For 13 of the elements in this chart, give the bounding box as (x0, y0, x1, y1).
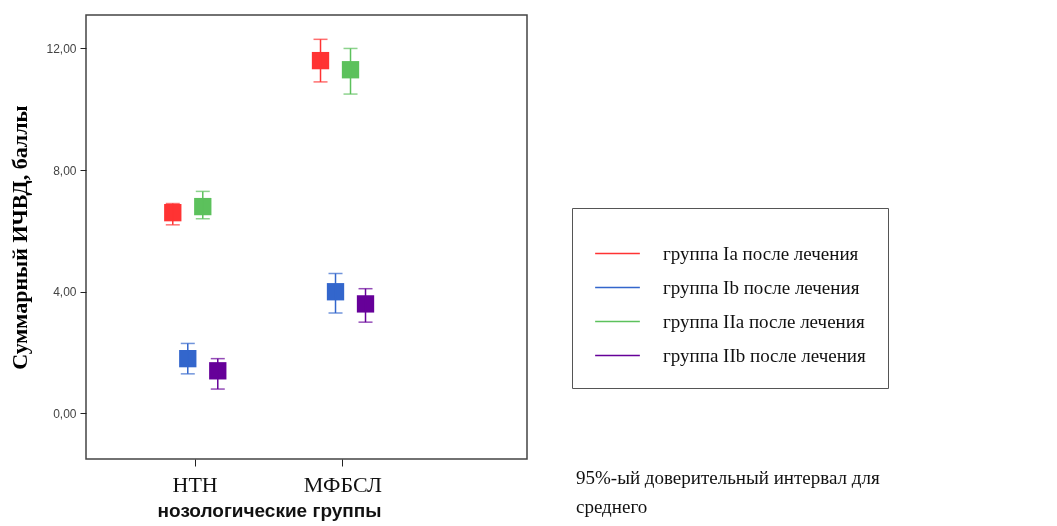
y-tick-label: 0,00 (53, 406, 77, 421)
legend-label: группа Ia после лечения (663, 242, 859, 264)
y-axis-title: Суммарный ИЧВД, баллы (7, 105, 33, 370)
legend-label: группа IIa после лечения (663, 310, 865, 332)
x-tick-label: НТН (172, 471, 218, 497)
text: 95%-ый доверительный интервал для среднего (576, 467, 880, 517)
x-axis-title: нозологические группы (157, 499, 382, 521)
y-tick-label: 12,00 (46, 41, 77, 56)
legend-label: группа Ib после лечения (663, 276, 860, 298)
y-tick-label: 4,00 (53, 285, 77, 300)
x-tick-label: МФБСЛ (303, 471, 383, 497)
y-tick-label: 8,00 (53, 163, 77, 178)
legend-label: группа IIb после лечения (663, 344, 866, 366)
